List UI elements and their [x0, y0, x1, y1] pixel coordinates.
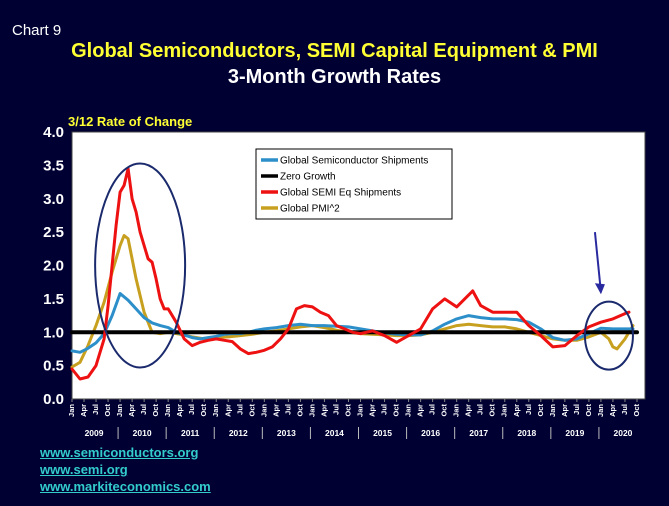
- legend-box: [255, 148, 453, 220]
- x-year-label: 2018: [517, 428, 536, 438]
- highlight-ellipse-2020: [583, 300, 634, 371]
- x-tick-label: Oct: [343, 404, 352, 417]
- x-tick-label: Jul: [331, 404, 340, 415]
- x-year-label: 2013: [277, 428, 296, 438]
- y-tick-label: 0.0: [43, 391, 64, 408]
- x-year-label: 2016: [421, 428, 440, 438]
- x-tick-label: Apr: [608, 404, 617, 417]
- x-tick-label: Jul: [572, 404, 581, 415]
- y-tick-labels: 0.0 0.5 1.0 1.5 2.0 2.5 3.0 3.5 4.0: [43, 124, 64, 408]
- y-tick-label: 3.5: [43, 157, 64, 174]
- legend-label: Zero Growth: [280, 172, 336, 183]
- legend: Global Semiconductor Shipments Zero Growt…: [255, 148, 453, 220]
- link-semi[interactable]: www.semi.org: [40, 462, 128, 477]
- x-tick-label: Jul: [524, 404, 533, 415]
- annotations: [94, 162, 634, 371]
- x-tick-label: Oct: [440, 404, 449, 417]
- x-tick-label: Apr: [79, 404, 88, 417]
- x-tick-label: Jul: [187, 404, 196, 415]
- x-year-label: 2017: [469, 428, 488, 438]
- x-tick-label: Jul: [380, 404, 389, 415]
- arrow-head: [594, 283, 605, 295]
- x-year-label: 2010: [133, 428, 152, 438]
- axis-ticks: [71, 399, 638, 402]
- x-tick-label: Jan: [115, 404, 124, 417]
- y-tick-label: 0.5: [43, 358, 64, 375]
- x-tick-label: Apr: [127, 404, 136, 417]
- x-tick-label: Apr: [416, 404, 425, 417]
- x-year-label: 2012: [229, 428, 248, 438]
- x-tick-label: Jul: [283, 404, 292, 415]
- x-tick-label: Jul: [235, 404, 244, 415]
- x-tick-label: Oct: [199, 404, 208, 417]
- x-tick-label: Jan: [307, 404, 316, 417]
- x-tick-label: Jan: [211, 404, 220, 417]
- x-year-labels: 2009 2010 2011 2012 2013 2014 2015 2016 2017 2018…: [85, 427, 633, 439]
- y-tick-label: 4.0: [43, 124, 64, 141]
- highlight-ellipse-2010: [94, 162, 187, 369]
- x-tick-label: Jul: [139, 404, 148, 415]
- x-tick-label: Jan: [259, 404, 268, 417]
- x-tick-label: Jan: [67, 404, 76, 417]
- x-year-label: 2020: [614, 428, 633, 438]
- x-tick-label: Apr: [512, 404, 521, 417]
- x-tick-label: Apr: [175, 404, 184, 417]
- x-year-label: 2009: [85, 428, 104, 438]
- series-line-2: [70, 167, 631, 381]
- x-year-label: 2015: [373, 428, 392, 438]
- x-tick-label: Jan: [548, 404, 557, 417]
- x-year-label: 2019: [565, 428, 584, 438]
- x-tick-label: Apr: [560, 404, 569, 417]
- x-tick-label: Jan: [452, 404, 461, 417]
- y-axis-label: 3/12 Rate of Change: [68, 114, 193, 129]
- y-tick-label: 2.0: [43, 258, 64, 275]
- chart-subtitle: 3-Month Growth Rates: [227, 66, 442, 88]
- x-tick-label: Apr: [223, 404, 232, 417]
- y-tick-label: 1.5: [43, 291, 64, 308]
- x-tick-label: Oct: [103, 404, 112, 417]
- x-tick-label: Jan: [404, 404, 413, 417]
- x-tick-label: Apr: [319, 404, 328, 417]
- x-tick-label: Jan: [355, 404, 364, 417]
- x-tick-label: Oct: [488, 404, 497, 417]
- x-tick-label: Oct: [392, 404, 401, 417]
- link-semiconductors[interactable]: www.semiconductors.org: [40, 445, 199, 460]
- x-tick-label: Oct: [536, 404, 545, 417]
- x-tick-label: Jan: [596, 404, 605, 417]
- x-tick-label: Apr: [368, 404, 377, 417]
- x-tick-label: Apr: [271, 404, 280, 417]
- x-year-label: 2011: [181, 428, 200, 438]
- x-tick-label: Oct: [247, 404, 256, 417]
- x-tick-label: Jan: [500, 404, 509, 417]
- x-tick-labels: Jan Apr Jul Oct Jan Apr Jul Oct Jan Apr Jul Oct Jan A…: [67, 404, 641, 417]
- legend-label: Global PMI^2: [280, 204, 340, 215]
- x-tick-label: Jul: [428, 404, 437, 415]
- x-tick-label: Oct: [295, 404, 304, 417]
- x-tick-label: Jul: [476, 404, 485, 415]
- x-year-label: 2014: [325, 428, 344, 438]
- legend-label: Global Semiconductor Shipments: [280, 156, 428, 167]
- arrow-shaft: [593, 232, 602, 293]
- chart-title: Global Semiconductors, SEMI Capital Equi…: [71, 40, 598, 62]
- x-tick-label: Jan: [163, 404, 172, 417]
- chart-number: Chart 9: [12, 22, 62, 39]
- y-tick-label: 2.5: [43, 224, 64, 241]
- y-tick-label: 3.0: [43, 191, 64, 208]
- x-tick-label: Oct: [584, 404, 593, 417]
- x-tick-label: Oct: [632, 404, 641, 417]
- legend-label: Global SEMI Eq Shipments: [280, 188, 401, 199]
- y-tick-label: 1.0: [43, 324, 64, 341]
- link-markiteconomics[interactable]: www.markiteconomics.com: [40, 479, 211, 494]
- x-tick-label: Jul: [91, 404, 100, 415]
- x-tick-label: Oct: [151, 404, 160, 417]
- series-lines: [70, 167, 639, 381]
- x-tick-label: Apr: [464, 404, 473, 417]
- x-tick-label: Jul: [620, 404, 629, 415]
- source-links: www.semiconductors.org www.semi.org www.…: [40, 444, 211, 495]
